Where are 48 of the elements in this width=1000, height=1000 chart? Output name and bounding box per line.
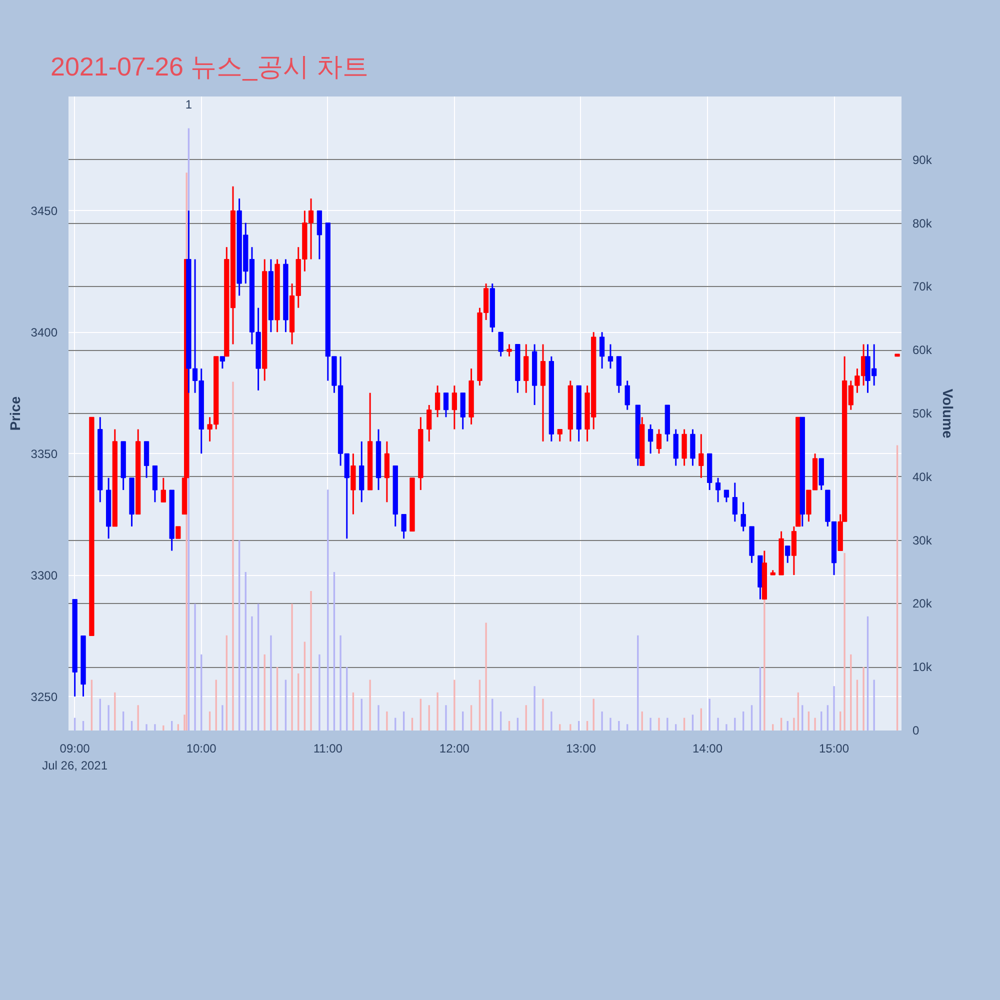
x-tick-label: 09:00 Jul 26, 2021 (42, 742, 108, 772)
y2-tick-label: 80k (912, 216, 933, 230)
y2-tick-label: 90k (912, 152, 933, 167)
y2-tick-label: 20k (912, 596, 933, 611)
candlestick (785, 545, 790, 564)
candlestick (740, 501, 746, 532)
x-tick-label: 13:00 (566, 742, 596, 756)
candlestick (715, 477, 721, 503)
chart-title: 2021-07-26 뉴스_공시 차트 (50, 52, 368, 82)
candlestick (599, 331, 605, 370)
x-tick-label: 15:00 (819, 742, 850, 756)
y2-tick-label: 60k (912, 343, 933, 358)
y2-axis-title: Volume (940, 388, 956, 438)
candlestick (724, 489, 730, 503)
candlestick (732, 482, 738, 522)
y2-tick-label: 30k (912, 533, 933, 548)
candlestick (656, 428, 662, 454)
y-tick-label: 3250 (30, 690, 58, 704)
y-tick-label: 3300 (30, 568, 58, 583)
y-tick-label: 3400 (30, 326, 58, 340)
y-tick-label: 3350 (30, 447, 58, 462)
candlestick (220, 356, 226, 370)
candlestick (698, 433, 704, 479)
candlestick (608, 344, 614, 370)
candlestick (160, 477, 166, 503)
x-tick-label: 10:00 (186, 742, 217, 756)
candlestick (624, 380, 630, 411)
candlestick (557, 428, 562, 442)
candlestick (426, 404, 432, 442)
y2-tick-label: 0 (912, 724, 920, 738)
candlestick (401, 514, 406, 540)
candlestick (443, 392, 449, 418)
candlestick (498, 331, 504, 358)
y2-tick-label: 10k (912, 660, 933, 674)
annotation: 1 (185, 98, 192, 112)
y-axis-title: Price (6, 396, 23, 431)
y2-tick-label: 40k (912, 470, 933, 484)
x-tick-label: 12:00 (439, 742, 470, 756)
x-tick-label: 14:00 (692, 742, 723, 756)
candlestick (452, 384, 457, 430)
candlestick (176, 526, 181, 540)
x-tick-label: 11:00 (313, 742, 343, 756)
candlestick (648, 424, 654, 454)
candlestick (434, 384, 440, 418)
y2-tick-label: 70k (912, 280, 933, 294)
y2-tick-label: 50k (912, 406, 933, 420)
candlestick (506, 344, 512, 358)
y-tick-label: 3450 (30, 204, 58, 218)
